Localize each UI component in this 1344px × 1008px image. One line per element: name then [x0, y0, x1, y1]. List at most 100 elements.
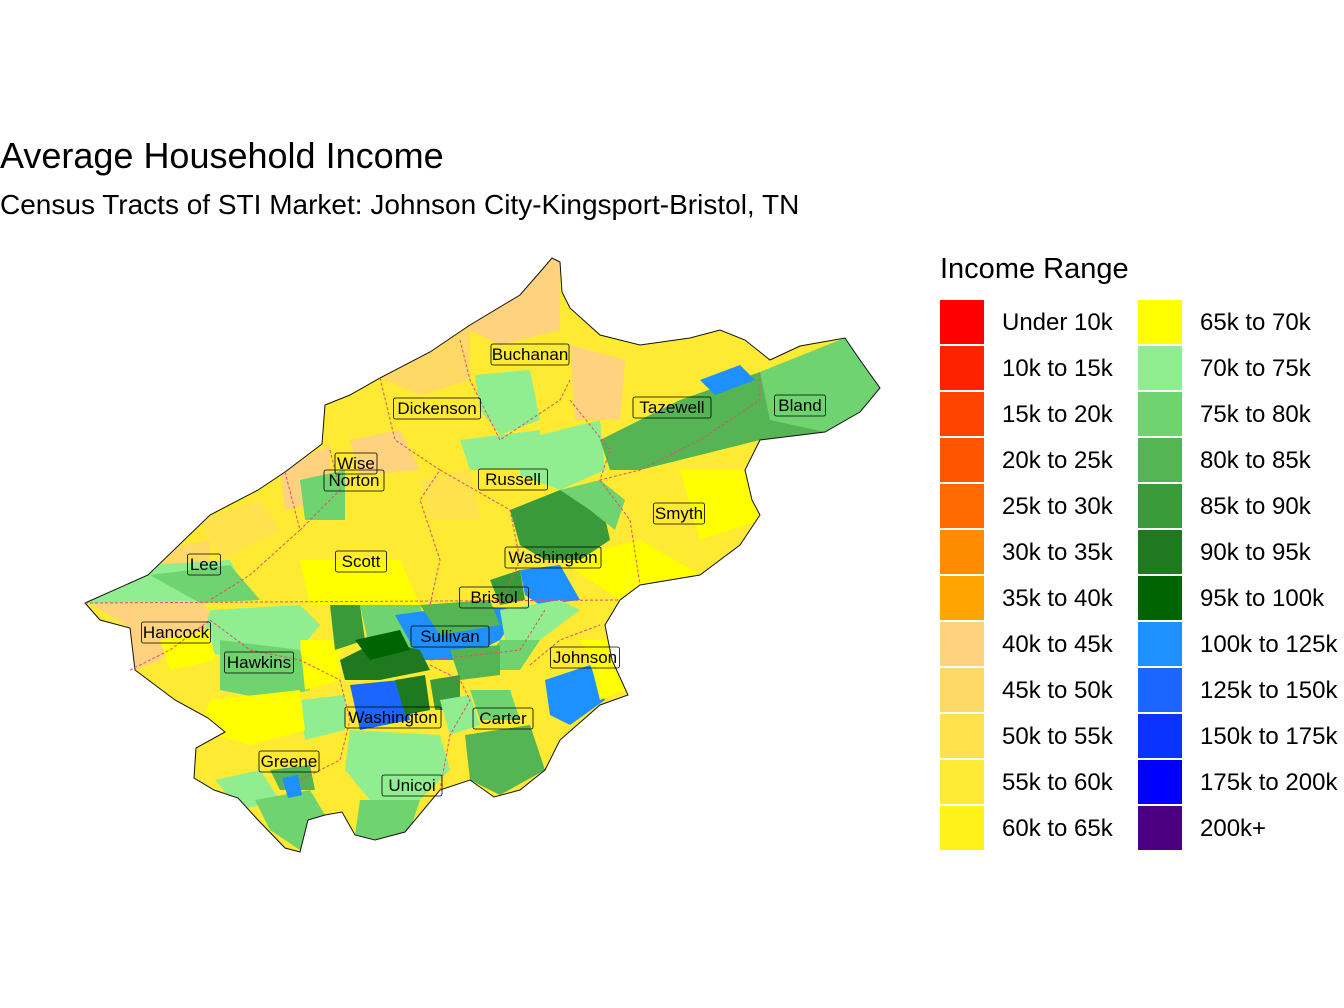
county-label: Bristol	[459, 586, 529, 609]
county-label-box	[393, 397, 481, 420]
county-label-box	[478, 468, 548, 491]
county-label-text: Scott	[342, 552, 381, 571]
county-label: Dickenson	[393, 397, 481, 420]
county-label: Washington	[504, 546, 602, 569]
county-label-box	[774, 394, 826, 417]
county-label: Unicoi	[381, 774, 443, 797]
legend-key-swatch	[940, 668, 984, 712]
legend-key-swatch	[1138, 392, 1182, 436]
legend-key-swatch	[940, 346, 984, 390]
legend-key-label: 90k to 95k	[1200, 539, 1311, 566]
county-label-text: Buchanan	[492, 345, 569, 364]
legend-key-swatch	[940, 530, 984, 574]
county-label-text: Lee	[190, 555, 218, 574]
county-label: Bland	[774, 394, 826, 417]
legend-key-swatch	[940, 622, 984, 666]
county-label-box	[504, 546, 602, 569]
county-label-box	[323, 469, 385, 492]
legend-key-label: 125k to 150k	[1200, 677, 1338, 704]
county-label: Scott	[335, 550, 387, 573]
legend-key-swatch	[940, 300, 984, 344]
legend-key-swatch	[1138, 668, 1182, 712]
legend-title: Income Range	[940, 253, 1129, 285]
county-label: Lee	[187, 553, 221, 576]
county-label-box	[344, 706, 442, 729]
county-label-text: Greene	[261, 752, 318, 771]
legend-key-swatch	[1138, 484, 1182, 528]
county-label: Carter	[472, 707, 534, 730]
legend-key-label: 45k to 50k	[1002, 677, 1113, 704]
county-label: Hawkins	[224, 651, 294, 674]
county-label-text: Sullivan	[420, 627, 480, 646]
county-label-box	[381, 774, 443, 797]
county-label: Buchanan	[490, 343, 570, 366]
county-label-text: Unicoi	[388, 776, 435, 795]
county-label-text: Johnson	[553, 648, 617, 667]
legend-key-swatch	[1138, 300, 1182, 344]
county-label-text: Russell	[485, 470, 541, 489]
legend-key-swatch	[940, 576, 984, 620]
legend-key-label: 70k to 75k	[1200, 355, 1311, 382]
legend-key-label: 150k to 175k	[1200, 723, 1338, 750]
legend-key-label: 175k to 200k	[1200, 769, 1338, 796]
legend-key-label: 100k to 125k	[1200, 631, 1338, 658]
county-label: Washington	[344, 706, 442, 729]
legend-key-swatch	[1138, 760, 1182, 804]
legend-key-swatch	[1138, 622, 1182, 666]
legend-key-label: 65k to 70k	[1200, 309, 1311, 336]
legend-key-swatch	[1138, 714, 1182, 758]
county-label-box	[224, 651, 294, 674]
legend-key-label: 10k to 15k	[1002, 355, 1113, 382]
county-label-text: Hawkins	[227, 653, 291, 672]
county-label-text: Carter	[479, 709, 527, 728]
county-label-text: Bristol	[470, 588, 517, 607]
legend-key-label: 200k+	[1200, 815, 1267, 842]
county-label: Hancock	[141, 621, 211, 644]
county-label-box	[653, 502, 705, 525]
legend-key-label: 15k to 20k	[1002, 401, 1113, 428]
county-label-box	[258, 750, 320, 773]
county-label-box	[550, 646, 620, 669]
county-label-text: Norton	[328, 471, 379, 490]
legend-key-swatch	[1138, 346, 1182, 390]
choropleth-map: Buchanan Dickenson Tazewell Bland WiseNorton…	[84, 257, 881, 853]
county-label: Tazewell	[632, 396, 712, 419]
county-label-box	[632, 396, 712, 419]
legend-key-label: 25k to 30k	[1002, 493, 1113, 520]
map-title: Average Household Income	[0, 135, 444, 176]
county-label-text: Hancock	[143, 623, 210, 642]
county-label-box	[187, 553, 221, 576]
county-label-text: Wise	[337, 454, 375, 473]
county-label-box	[141, 621, 211, 644]
legend-key-label: 55k to 60k	[1002, 769, 1113, 796]
legend-key-label: 95k to 100k	[1200, 585, 1325, 612]
legend-key-label: 80k to 85k	[1200, 447, 1311, 474]
county-label: Sullivan	[410, 625, 490, 648]
county-label-box	[410, 625, 490, 648]
county-label-text: Smyth	[655, 504, 703, 523]
legend-key-label: 60k to 65k	[1002, 815, 1113, 842]
county-label: Norton	[323, 469, 385, 492]
legend-key-label: 20k to 25k	[1002, 447, 1113, 474]
legend-key-swatch	[1138, 806, 1182, 850]
legend-key-swatch	[940, 760, 984, 804]
county-label-text: Bland	[778, 396, 821, 415]
legend-key-label: 30k to 35k	[1002, 539, 1113, 566]
map-subtitle: Census Tracts of STI Market: Johnson Cit…	[0, 189, 800, 220]
county-labels: Buchanan Dickenson Tazewell Bland WiseNorton…	[141, 343, 826, 797]
legend-key-swatch	[940, 392, 984, 436]
county-label: Wise	[334, 452, 378, 475]
legend-key-swatch	[1138, 438, 1182, 482]
county-label-box	[472, 707, 534, 730]
county-label-box	[459, 586, 529, 609]
county-label-text: Tazewell	[639, 398, 704, 417]
legend-key-swatch	[1138, 530, 1182, 574]
county-label: Smyth	[653, 502, 705, 525]
legend-key-label: 35k to 40k	[1002, 585, 1113, 612]
legend-key-swatch	[940, 438, 984, 482]
legend-key-swatch	[940, 714, 984, 758]
legend-key-label: 85k to 90k	[1200, 493, 1311, 520]
legend-key-label: 50k to 55k	[1002, 723, 1113, 750]
county-label: Greene	[258, 750, 320, 773]
county-label-box	[335, 550, 387, 573]
